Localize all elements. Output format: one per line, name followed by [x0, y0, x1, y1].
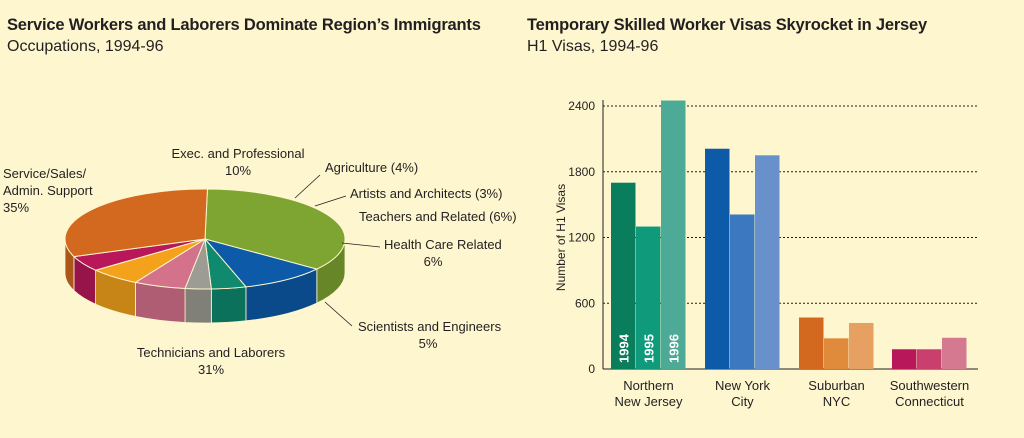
x-category-label: NYC	[823, 394, 850, 409]
bar-4-1994	[892, 349, 917, 369]
bar-chart-panel: Temporary Skilled Worker Visas Skyrocket…	[512, 0, 1024, 438]
bar-3-1996	[849, 322, 874, 369]
pie-label-exec: 10%	[225, 163, 251, 178]
pie-leader-line-scientists	[324, 301, 353, 327]
pie-label-health: 6%	[424, 254, 443, 269]
pie-label-exec: Exec. and Professional	[172, 146, 305, 161]
bar-1-1994	[611, 182, 636, 369]
pie-label-service: Admin. Support	[3, 183, 93, 198]
pie-label-service: Service/Sales/	[3, 166, 86, 181]
pie-labels: Service/Sales/Admin. Support 35% Exec. and…	[3, 146, 517, 377]
bar-chart: 0 600 1200 1800 2400 Number of H1 Visas Northe…	[554, 99, 978, 409]
pie-label-artists: Artists and Architects (3%)	[350, 186, 502, 201]
series-label-1995: 1995	[642, 334, 657, 363]
bar-group	[799, 317, 874, 369]
pie-top	[64, 188, 346, 290]
bar-4-1996	[942, 337, 967, 369]
bar-1-1995	[636, 226, 661, 369]
pie-label-technicians: Technicians and Laborers	[137, 345, 286, 360]
pie-side-agriculture	[210, 286, 247, 324]
pie-label-scientists: 5%	[419, 336, 438, 351]
x-category-label: New York	[715, 378, 770, 393]
pie-chart: Service/Sales/Admin. Support 35% Exec. and…	[3, 146, 517, 377]
x-category-label: Northern	[623, 378, 674, 393]
bar-chart-subtitle: H1 Visas, 1994-96	[527, 38, 659, 55]
bar-4-1995	[917, 349, 942, 369]
pie-leader-line-artists	[314, 195, 347, 207]
series-label-1996: 1996	[667, 334, 682, 363]
pie-label-teachers: Teachers and Related (6%)	[359, 209, 517, 224]
bar-group	[705, 148, 780, 369]
bar-2-1994	[705, 148, 730, 369]
bar-3-1994	[799, 317, 824, 369]
bar-2-1996	[755, 155, 780, 369]
y-tick-label: 1800	[568, 165, 595, 179]
pie-slice-service	[204, 188, 346, 270]
bar-group	[892, 337, 967, 369]
pie-label-scientists: Scientists and Engineers	[358, 319, 502, 334]
series-label-1994: 1994	[617, 333, 632, 363]
bar-2-1995	[730, 214, 755, 369]
x-category-label: New Jersey	[615, 394, 683, 409]
pie-chart-subtitle: Occupations, 1994-96	[7, 38, 164, 55]
x-category-label: Southwestern	[890, 378, 970, 393]
pie-slice-technicians	[64, 188, 208, 258]
y-tick-label: 600	[575, 296, 595, 310]
pie-chart-title: Service Workers and Laborers Dominate Re…	[7, 16, 481, 34]
y-tick-label: 2400	[568, 99, 595, 113]
y-tick-label: 1200	[568, 231, 595, 245]
bar-3-1995	[824, 338, 849, 369]
pie-label-technicians: 31%	[198, 362, 224, 377]
bar-chart-title: Temporary Skilled Worker Visas Skyrocket…	[527, 16, 927, 34]
y-axis-label: Number of H1 Visas	[554, 184, 568, 291]
pie-side-artists	[184, 288, 212, 324]
x-category-label: City	[731, 394, 754, 409]
y-tick-label: 0	[588, 362, 595, 376]
bars	[611, 100, 967, 369]
pie-chart-panel: Service Workers and Laborers Dominate Re…	[3, 16, 517, 377]
x-category-label: Connecticut	[895, 394, 964, 409]
x-category-label: Suburban	[808, 378, 864, 393]
pie-leader-line-agriculture	[294, 174, 321, 199]
bar-group	[611, 100, 686, 369]
bar-1-1996	[661, 100, 686, 369]
pie-label-agriculture: Agriculture (4%)	[325, 160, 418, 175]
pie-slice-exec	[203, 238, 319, 288]
pie-leader-line-health	[341, 242, 381, 248]
pie-label-service: 35%	[3, 200, 29, 215]
pie-label-health: Health Care Related	[384, 237, 502, 252]
